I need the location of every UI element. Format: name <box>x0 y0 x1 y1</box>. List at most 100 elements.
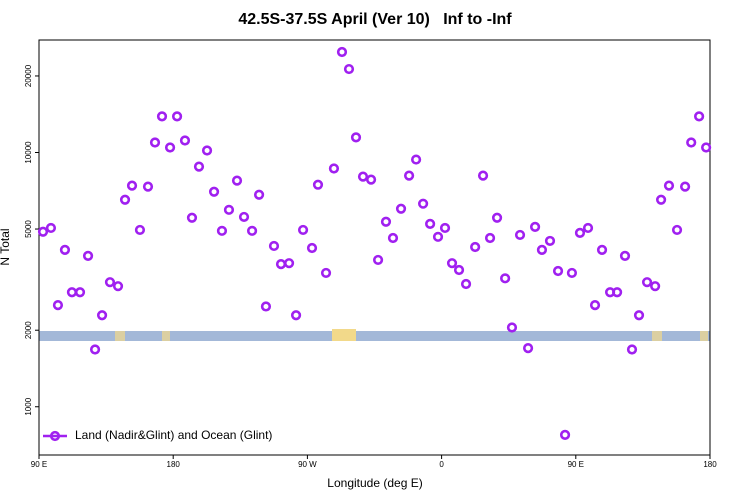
x-tick-label: 90 E <box>568 460 584 469</box>
y-tick-label: 10000 <box>24 141 33 164</box>
y-tick-label: 5000 <box>24 220 33 238</box>
point <box>679 181 691 192</box>
point <box>134 224 146 236</box>
point <box>179 135 191 146</box>
point <box>238 211 250 223</box>
point <box>522 343 534 354</box>
point <box>536 244 548 255</box>
point <box>671 224 683 236</box>
point <box>500 273 511 284</box>
point <box>574 227 586 238</box>
point <box>89 344 101 355</box>
point <box>470 241 481 253</box>
x-axis-label: Longitude (deg E) <box>327 476 422 490</box>
point <box>112 281 124 292</box>
point <box>253 189 265 200</box>
point <box>306 242 318 254</box>
point <box>142 181 154 192</box>
x-tick-label: 180 <box>167 460 181 469</box>
point <box>694 111 705 122</box>
point <box>328 163 340 174</box>
point <box>626 344 638 355</box>
point <box>37 226 49 237</box>
point <box>96 310 108 321</box>
x-tick-label: 90 E <box>31 460 47 469</box>
point <box>290 310 302 321</box>
band-highlight <box>332 329 356 341</box>
point <box>208 186 220 197</box>
point <box>650 281 661 292</box>
point <box>275 258 287 270</box>
point <box>491 212 503 223</box>
point <box>566 267 578 279</box>
point <box>446 258 458 269</box>
point <box>52 300 64 311</box>
point <box>514 229 526 241</box>
point <box>544 235 556 247</box>
point <box>596 244 608 255</box>
point <box>641 277 653 288</box>
point <box>589 300 601 311</box>
band <box>39 331 710 341</box>
point <box>477 170 489 181</box>
point <box>268 240 280 252</box>
point <box>395 203 407 214</box>
point <box>186 212 198 223</box>
point <box>312 179 324 190</box>
point <box>529 221 541 232</box>
point <box>336 46 348 58</box>
point <box>633 310 645 321</box>
plot-frame <box>38 39 711 456</box>
point <box>387 232 399 244</box>
band-highlight <box>700 331 708 341</box>
point <box>453 264 465 276</box>
point <box>439 222 451 234</box>
point <box>156 111 168 122</box>
point <box>231 175 243 186</box>
point <box>216 225 228 236</box>
y-tick-label: 2000 <box>24 321 33 339</box>
point <box>506 322 518 333</box>
point <box>246 225 258 236</box>
point <box>104 277 116 288</box>
y-axis-label: N Total <box>0 228 12 265</box>
point <box>612 287 623 298</box>
point <box>372 254 384 266</box>
point <box>283 258 295 269</box>
legend-label: Land (Nadir&Glint) and Ocean (Glint) <box>75 428 272 442</box>
point <box>701 142 712 153</box>
point <box>403 170 415 181</box>
point <box>126 180 138 191</box>
band-highlight <box>162 331 170 341</box>
point <box>193 161 205 172</box>
chart-title: 42.5S-37.5S April (Ver 10) Inf to -Inf <box>238 11 512 28</box>
x-tick-label: 180 <box>703 460 717 469</box>
point <box>432 231 444 242</box>
point <box>66 287 78 298</box>
point <box>380 216 392 227</box>
point <box>425 218 436 229</box>
point <box>686 137 697 148</box>
point <box>484 232 496 244</box>
point <box>201 145 213 156</box>
point <box>411 154 422 165</box>
x-tick-label: 90 W <box>298 460 317 469</box>
point <box>119 194 131 205</box>
point <box>365 174 377 185</box>
x-tick-label: 0 <box>439 460 444 469</box>
point <box>655 194 667 205</box>
point <box>559 429 571 440</box>
glint-band <box>39 329 710 341</box>
legend-marker <box>49 430 61 442</box>
point <box>418 198 429 209</box>
y-tick-label: 1000 <box>24 397 33 415</box>
point <box>171 111 183 122</box>
y-tick-label: 20000 <box>24 64 33 87</box>
point <box>350 132 362 143</box>
point <box>223 204 235 215</box>
band-highlight <box>652 331 662 341</box>
point <box>663 180 675 191</box>
point <box>149 137 161 148</box>
point <box>552 265 564 277</box>
